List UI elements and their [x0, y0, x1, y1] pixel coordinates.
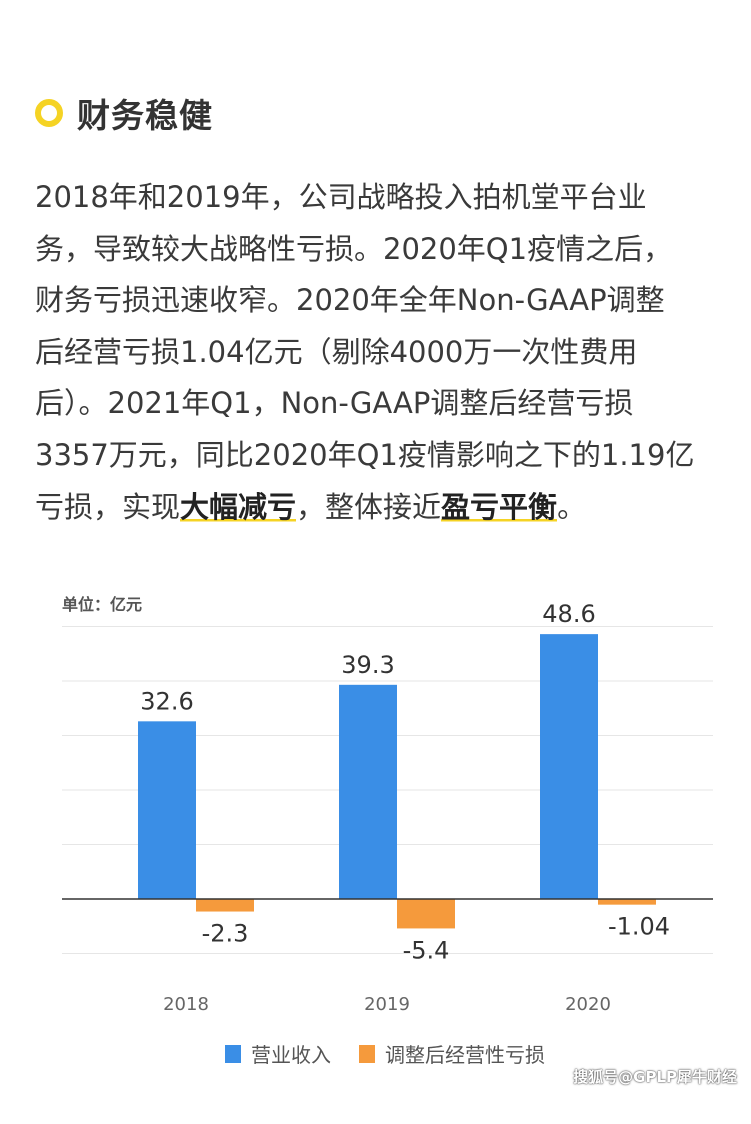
- watermark: 搜狐号@GPLP犀牛财经: [573, 1068, 737, 1086]
- data-label: 39.3: [341, 651, 394, 679]
- data-label: -1.04: [608, 913, 670, 941]
- paragraph-line: 后）。2021年Q1，Non-GAAP调整后经营亏损: [35, 386, 634, 421]
- text: 。: [557, 489, 587, 524]
- section-heading: 财务稳健: [35, 88, 213, 138]
- legend-label: 调整后经营性亏损: [385, 1043, 545, 1067]
- legend-swatch: [225, 1045, 241, 1063]
- highlight-text: 大幅减亏: [180, 489, 297, 524]
- bar-revenue: [138, 721, 196, 899]
- x-tick-label: 2018: [163, 994, 209, 1015]
- bar-loss: [598, 899, 656, 905]
- paragraph-line: 3357万元，同比2020年Q1疫情影响之下的1.19亿: [35, 437, 695, 472]
- bar-loss: [196, 899, 254, 912]
- data-label: -2.3: [202, 920, 249, 948]
- legend-swatch: [359, 1045, 375, 1063]
- body-paragraph: 2018年和2019年，公司战略投入拍机堂平台业 务，导致较大战略性亏损。202…: [35, 172, 725, 533]
- unit-label: 单位：亿元: [62, 595, 142, 614]
- paragraph-line: 后经营亏损1.04亿元（剔除4000万一次性费用: [35, 334, 638, 369]
- data-label: 48.6: [542, 600, 595, 628]
- paragraph-line: 2018年和2019年，公司战略投入拍机堂平台业: [35, 180, 647, 214]
- text: ，整体接近: [296, 489, 442, 524]
- text: 亏损，实现: [35, 489, 181, 524]
- bar-revenue: [339, 684, 397, 899]
- x-tick-label: 2020: [565, 994, 611, 1015]
- section-title: 财务稳健: [77, 96, 213, 135]
- legend-label: 营业收入: [251, 1043, 331, 1067]
- bar-loss: [397, 899, 455, 929]
- bar-revenue: [540, 634, 598, 899]
- x-tick-label: 2019: [364, 994, 410, 1015]
- bar-chart: 单位：亿元 32.6 -2.3 2018 39.3 -5.4 2019 48.6 -1.04 20…: [62, 595, 713, 1067]
- paragraph-line: 务，导致较大战略性亏损。2020年Q1疫情之后，: [35, 231, 673, 266]
- paragraph-line: 财务亏损迅速收窄。2020年全年Non-GAAP调整: [35, 283, 665, 318]
- data-label: 32.6: [140, 687, 193, 715]
- paragraph-last-line: 亏损，实现大幅减亏，整体接近盈亏平衡。: [35, 482, 725, 534]
- highlight-text: 盈亏平衡: [441, 489, 558, 524]
- yellow-ring-icon: [35, 99, 63, 127]
- data-label: -5.4: [403, 936, 450, 964]
